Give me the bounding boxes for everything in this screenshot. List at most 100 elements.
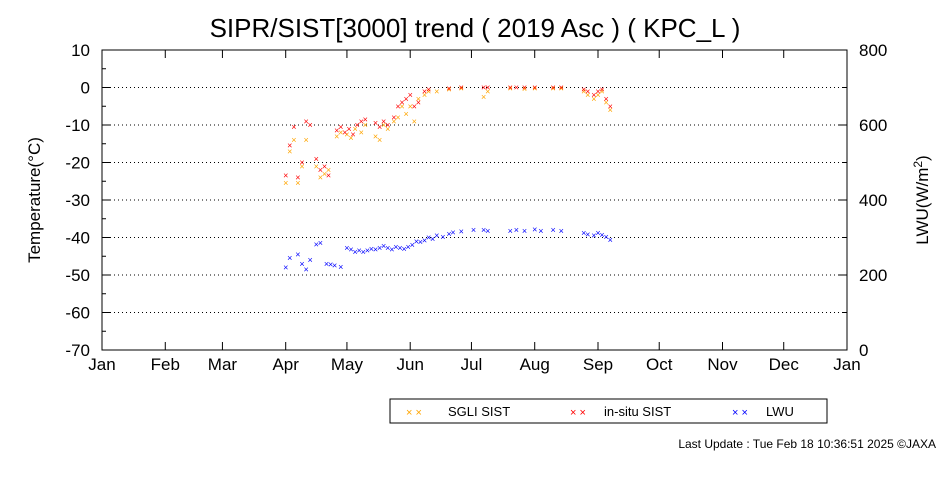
point-in-situ-sist: ×: [481, 83, 486, 93]
point-sgli-sist: ×: [391, 116, 396, 126]
point-lwu: ×: [440, 232, 445, 242]
y-tick-label-left: -30: [65, 191, 90, 210]
point-lwu: ×: [357, 246, 362, 256]
point-lwu: ×: [514, 225, 519, 235]
legend: × × SGLI SIST × × in-situ SIST × × LWU: [389, 398, 828, 424]
point-lwu: ×: [373, 245, 378, 255]
point-in-situ-sist: ×: [363, 114, 368, 124]
point-sgli-sist: ×: [359, 128, 364, 138]
point-in-situ-sist: ×: [303, 116, 308, 126]
point-lwu: ×: [338, 262, 343, 272]
x-tick-label: Mar: [208, 355, 238, 374]
point-sgli-sist: ×: [291, 135, 296, 145]
point-lwu: ×: [385, 243, 390, 253]
y-tick-label-left: 0: [81, 79, 90, 98]
point-lwu: ×: [377, 243, 382, 253]
point-lwu: ×: [434, 231, 439, 241]
point-lwu: ×: [352, 247, 357, 257]
point-sgli-sist: ×: [395, 113, 400, 123]
point-sgli-sist: ×: [352, 124, 357, 134]
point-sgli-sist: ×: [363, 120, 368, 130]
point-sgli-sist: ×: [585, 90, 590, 100]
point-lwu: ×: [348, 245, 353, 255]
point-in-situ-sist: ×: [334, 126, 339, 136]
y-tick-label-left: -70: [65, 341, 90, 360]
y-axis-label-left: Temperature(°C): [25, 137, 44, 263]
point-lwu: ×: [361, 247, 366, 257]
point-lwu: ×: [303, 264, 308, 274]
point-lwu: ×: [287, 253, 292, 263]
point-lwu: ×: [418, 237, 423, 247]
point-lwu: ×: [550, 225, 555, 235]
y-tick-label-left: -20: [65, 154, 90, 173]
point-lwu: ×: [365, 246, 370, 256]
x-tick-label: Nov: [707, 355, 738, 374]
point-sgli-sist: ×: [299, 161, 304, 171]
point-lwu: ×: [599, 230, 604, 240]
y-tick-label-right: 0: [859, 341, 868, 360]
x-tick-label: Jul: [461, 355, 483, 374]
y-tick-label-left: -50: [65, 266, 90, 285]
y-axis-label-right: LWU(W/m2): [911, 155, 932, 244]
point-lwu: ×: [508, 226, 513, 236]
point-in-situ-sist: ×: [287, 141, 292, 151]
point-in-situ-sist: ×: [291, 122, 296, 132]
point-in-situ-sist: ×: [373, 118, 378, 128]
point-in-situ-sist: ×: [608, 101, 613, 111]
point-lwu: ×: [532, 224, 537, 234]
point-in-situ-sist: ×: [399, 98, 404, 108]
x-tick-label: Jan: [88, 355, 115, 374]
point-lwu: ×: [299, 259, 304, 269]
point-in-situ-sist: ×: [591, 90, 596, 100]
point-in-situ-sist: ×: [322, 161, 327, 171]
point-in-situ-sist: ×: [514, 83, 519, 93]
y-tick-label-right: 600: [859, 116, 887, 135]
point-sgli-sist: ×: [459, 84, 464, 94]
y-tick-label-left: -60: [65, 304, 90, 323]
point-in-situ-sist: ×: [446, 83, 451, 93]
point-sgli-sist: ×: [314, 161, 319, 171]
point-in-situ-sist: ×: [416, 98, 421, 108]
point-lwu: ×: [410, 240, 415, 250]
point-sgli-sist: ×: [550, 83, 555, 93]
point-in-situ-sist: ×: [581, 84, 586, 94]
point-in-situ-sist: ×: [283, 171, 288, 181]
x-tick-label: Aug: [520, 355, 550, 374]
chart-title: SIPR/SIST[3000] trend ( 2019 Asc ) ( KPC…: [210, 13, 741, 43]
point-sgli-sist: ×: [318, 173, 323, 183]
legend-marker-in-situ-sist: × ×: [570, 407, 586, 419]
point-in-situ-sist: ×: [599, 84, 604, 94]
point-in-situ-sist: ×: [338, 122, 343, 132]
point-in-situ-sist: ×: [314, 154, 319, 164]
point-sgli-sist: ×: [403, 109, 408, 119]
point-in-situ-sist: ×: [403, 94, 408, 104]
point-in-situ-sist: ×: [385, 120, 390, 130]
point-lwu: ×: [397, 243, 402, 253]
point-lwu: ×: [538, 226, 543, 236]
point-in-situ-sist: ×: [350, 129, 355, 139]
legend-label-lwu: LWU: [766, 404, 794, 419]
point-lwu: ×: [595, 228, 600, 238]
point-in-situ-sist: ×: [559, 83, 564, 93]
point-sgli-sist: ×: [508, 83, 513, 93]
point-in-situ-sist: ×: [459, 83, 464, 93]
point-lwu: ×: [344, 243, 349, 253]
point-lwu: ×: [604, 232, 609, 242]
point-lwu: ×: [585, 230, 590, 240]
y-tick-label-right: 400: [859, 191, 887, 210]
point-in-situ-sist: ×: [408, 90, 413, 100]
point-lwu: ×: [332, 261, 337, 271]
point-lwu: ×: [328, 260, 333, 270]
point-in-situ-sist: ×: [295, 173, 300, 183]
point-in-situ-sist: ×: [359, 116, 364, 126]
point-lwu: ×: [406, 242, 411, 252]
point-sgli-sist: ×: [591, 94, 596, 104]
x-tick-label: May: [331, 355, 364, 374]
point-lwu: ×: [459, 227, 464, 237]
point-sgli-sist: ×: [322, 169, 327, 179]
point-sgli-sist: ×: [416, 94, 421, 104]
point-sgli-sist: ×: [385, 124, 390, 134]
point-lwu: ×: [393, 242, 398, 252]
point-lwu: ×: [314, 239, 319, 249]
